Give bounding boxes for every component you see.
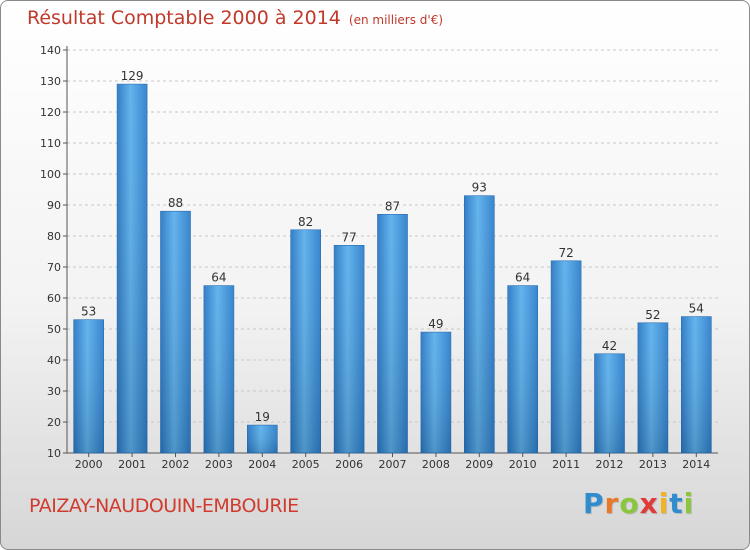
bar-shade-2001 (117, 84, 148, 453)
value-label-2007: 87 (385, 199, 400, 213)
value-label-2008: 49 (428, 317, 443, 331)
y-tick-label-20: 20 (47, 416, 61, 429)
x-tick-label-2001: 2001 (118, 458, 146, 471)
chart-title: Résultat Comptable 2000 à 2014 (en millie… (27, 7, 443, 29)
x-tick-label-2013: 2013 (639, 458, 667, 471)
bar-shade-2012 (594, 353, 625, 453)
proxiti-logo: Proxiti (583, 487, 694, 520)
logo-letter-4: i (658, 487, 670, 520)
y-tick-label-130: 130 (40, 75, 61, 88)
y-tick-label-40: 40 (47, 354, 61, 367)
value-label-2012: 42 (602, 339, 617, 353)
bar-shade-2010 (507, 285, 538, 453)
bar-shade-2006 (334, 245, 365, 453)
value-label-2010: 64 (515, 271, 530, 285)
y-tick-label-70: 70 (47, 261, 61, 274)
bar-shade-2000 (73, 319, 104, 453)
x-tick-label-2009: 2009 (465, 458, 493, 471)
logo-letter-5: t (669, 487, 684, 520)
logo-letter-1: r (604, 487, 620, 520)
y-tick-label-50: 50 (47, 323, 61, 336)
logo-letter-0: P (583, 487, 605, 520)
bar-shade-2003 (203, 285, 234, 453)
value-label-2002: 88 (168, 196, 183, 210)
x-tick-label-2008: 2008 (422, 458, 450, 471)
y-tick-label-30: 30 (47, 385, 61, 398)
x-tick-label-2002: 2002 (162, 458, 190, 471)
bar-shade-2009 (464, 195, 495, 453)
x-tick-label-2004: 2004 (248, 458, 276, 471)
y-tick-label-60: 60 (47, 292, 61, 305)
y-tick-label-10: 10 (47, 447, 61, 460)
value-label-2001: 129 (121, 69, 144, 83)
bar-shade-2002 (160, 211, 191, 453)
value-label-2014: 54 (689, 302, 704, 316)
labels: 10 20 30 40 50 60 70 80 90 100 110 120 130 140 53 2000 1… (40, 44, 710, 471)
y-tick-label-100: 100 (40, 168, 61, 181)
x-tick-label-2003: 2003 (205, 458, 233, 471)
x-tick-label-2012: 2012 (596, 458, 624, 471)
bar-shade-2014 (681, 316, 712, 453)
commune-name: PAIZAY-NAUDOUIN-EMBOURIE (29, 495, 299, 517)
x-tick-label-2007: 2007 (379, 458, 407, 471)
logo-letter-3: x (639, 487, 659, 520)
value-label-2009: 93 (472, 181, 487, 195)
bar-shade-2007 (377, 214, 408, 453)
chart-subtitle: (en milliers d'€) (348, 13, 444, 27)
chart-title-text: Résultat Comptable 2000 à 2014 (27, 7, 341, 29)
x-tick-label-2011: 2011 (552, 458, 580, 471)
value-label-2006: 77 (341, 230, 356, 244)
logo-letter-2: o (619, 487, 640, 520)
x-tick-label-2006: 2006 (335, 458, 363, 471)
value-label-2013: 52 (645, 308, 660, 322)
x-tick-label-2000: 2000 (75, 458, 103, 471)
value-label-2000: 53 (81, 305, 96, 319)
value-label-2003: 64 (211, 271, 226, 285)
y-tick-label-80: 80 (47, 230, 61, 243)
value-label-2011: 72 (558, 246, 573, 260)
bars (73, 83, 712, 454)
logo-letter-6: i (683, 487, 695, 520)
x-tick-label-2014: 2014 (682, 458, 710, 471)
x-tick-label-2010: 2010 (509, 458, 537, 471)
y-tick-label-110: 110 (40, 137, 61, 150)
x-tick-label-2005: 2005 (292, 458, 320, 471)
value-label-2004: 19 (255, 410, 270, 424)
bar-shade-2011 (551, 260, 582, 453)
y-tick-label-120: 120 (40, 106, 61, 119)
bar-shade-2005 (290, 229, 321, 453)
bar-shade-2008 (420, 332, 451, 453)
bar-shade-2004 (247, 425, 278, 453)
y-tick-label-140: 140 (40, 44, 61, 57)
value-label-2005: 82 (298, 215, 313, 229)
bar-shade-2013 (637, 322, 668, 453)
y-tick-label-90: 90 (47, 199, 61, 212)
